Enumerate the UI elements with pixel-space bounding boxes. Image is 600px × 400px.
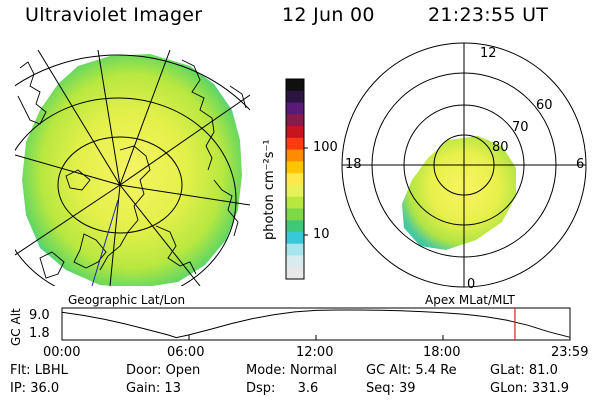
colorbar-band bbox=[286, 137, 304, 151]
right-panel-title: Apex MLat/MLT bbox=[425, 293, 515, 307]
colorbar-band bbox=[286, 173, 304, 186]
left-panel-title: Geographic Lat/Lon bbox=[68, 293, 186, 307]
status-gain-value: 13 bbox=[164, 381, 181, 396]
mlat-label-60: 60 bbox=[536, 98, 553, 113]
status-mode: Mode: Normal bbox=[246, 363, 337, 378]
status-mode-value: Normal bbox=[289, 363, 337, 378]
orbit-track bbox=[91, 199, 119, 286]
altitude-plot bbox=[61, 308, 570, 340]
status-dsp: Dsp: 3.6 bbox=[246, 381, 319, 396]
status-glat-value: 81.0 bbox=[528, 363, 558, 378]
mlat-label-80: 80 bbox=[492, 140, 509, 155]
mlt-label-0: 0 bbox=[467, 277, 476, 292]
status-flt-value: LBHL bbox=[34, 363, 68, 378]
colorbar-tick-10: 10 bbox=[313, 227, 330, 242]
status-seq-value: 39 bbox=[399, 381, 416, 396]
instrument-title: Ultraviolet Imager bbox=[25, 4, 203, 26]
mlt-label-18: 18 bbox=[345, 157, 362, 172]
altitude-axis-label: GC Alt bbox=[9, 308, 23, 346]
colorbar-band bbox=[286, 196, 304, 210]
status-flt: Flt: LBHL bbox=[10, 363, 68, 378]
colorbar-unit-label: photon cm⁻²s⁻¹ bbox=[262, 139, 277, 240]
status-gain: Gain: 13 bbox=[126, 381, 181, 396]
mlt-label-12: 12 bbox=[480, 46, 497, 61]
colorbar-band bbox=[286, 90, 304, 104]
status-gcalt: GC Alt: 5.4 Re bbox=[366, 363, 457, 378]
mlt-label-6: 6 bbox=[576, 157, 585, 172]
colorbar-band bbox=[286, 184, 304, 198]
geographic-panel bbox=[15, 50, 250, 286]
status-ip: IP: 36.0 bbox=[10, 381, 60, 396]
colorbar-band bbox=[286, 102, 304, 115]
status-ip-value: 36.0 bbox=[30, 381, 60, 396]
left-aurora-image bbox=[22, 54, 242, 286]
altitude-strip-frame bbox=[61, 307, 571, 341]
colorbar-band bbox=[286, 243, 304, 257]
status-gcalt-value: 5.4 Re bbox=[415, 363, 457, 378]
time-tick-2359: 23:59 bbox=[551, 345, 589, 360]
altitude-tick-min: 1.8 bbox=[29, 326, 50, 341]
altitude-series-line bbox=[61, 309, 570, 339]
status-glat: GLat: 81.0 bbox=[490, 363, 558, 378]
colorbar-band bbox=[286, 79, 304, 92]
status-glon: GLon: 331.9 bbox=[490, 381, 570, 396]
colorbar bbox=[285, 78, 305, 280]
polar-panel bbox=[341, 42, 587, 288]
status-seq: Seq: 39 bbox=[366, 381, 416, 396]
colorbar-band bbox=[286, 231, 304, 245]
date-label: 12 Jun 00 bbox=[282, 4, 375, 26]
coastlines bbox=[17, 59, 247, 279]
time-tick-1200: 12:00 bbox=[296, 345, 334, 360]
mlat-label-70: 70 bbox=[512, 120, 529, 135]
colorbar-band bbox=[286, 161, 304, 174]
status-glon-value: 331.9 bbox=[531, 381, 570, 396]
time-tick-1800: 18:00 bbox=[423, 345, 461, 360]
colorbar-band bbox=[286, 208, 304, 221]
colorbar-band bbox=[286, 149, 304, 162]
colorbar-band bbox=[286, 220, 304, 233]
colorbar-band bbox=[286, 126, 304, 139]
colorbar-tick-100: 100 bbox=[313, 140, 338, 155]
status-door: Door: Open bbox=[126, 363, 201, 378]
time-tick-0600: 06:00 bbox=[167, 345, 205, 360]
colorbar-band bbox=[286, 255, 304, 268]
altitude-tick-max: 9.0 bbox=[29, 308, 50, 323]
latlon-grid bbox=[15, 50, 250, 286]
status-dsp-value: 3.6 bbox=[297, 381, 319, 396]
colorbar-frame bbox=[285, 78, 305, 280]
status-door-value: Open bbox=[165, 363, 201, 378]
colorbar-band bbox=[286, 267, 304, 280]
time-label: 21:23:55 UT bbox=[428, 4, 549, 26]
colorbar-band bbox=[286, 114, 304, 127]
time-tick-0000: 00:00 bbox=[43, 345, 81, 360]
